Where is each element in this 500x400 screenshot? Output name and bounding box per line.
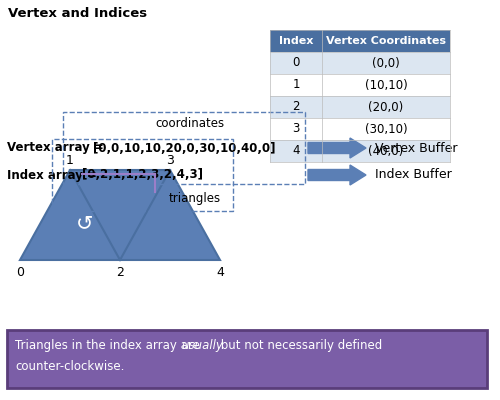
Text: 2: 2 [116, 266, 124, 280]
FancyBboxPatch shape [7, 330, 487, 388]
Text: [0,2,1,1,2,3,2,4,3]: [0,2,1,1,2,3,2,4,3] [82, 168, 203, 182]
Text: (40,0): (40,0) [368, 144, 404, 158]
Text: but not necessarily defined: but not necessarily defined [218, 340, 382, 352]
FancyBboxPatch shape [270, 96, 450, 118]
FancyBboxPatch shape [270, 118, 450, 140]
Text: (0,0): (0,0) [372, 56, 400, 70]
Text: usually: usually [182, 340, 224, 352]
Text: 0: 0 [16, 266, 24, 280]
Text: (30,10): (30,10) [364, 122, 408, 136]
Polygon shape [20, 170, 220, 260]
Text: Index array =: Index array = [7, 168, 101, 182]
FancyArrow shape [308, 165, 366, 185]
Text: Vertex Coordinates: Vertex Coordinates [326, 36, 446, 46]
Text: 0: 0 [292, 56, 300, 70]
Text: Vertex Buffer: Vertex Buffer [375, 142, 458, 154]
Text: 2: 2 [292, 100, 300, 114]
Text: 4: 4 [292, 144, 300, 158]
Text: coordinates: coordinates [156, 117, 224, 130]
FancyBboxPatch shape [270, 30, 450, 52]
Text: 3: 3 [292, 122, 300, 136]
Text: (10,10): (10,10) [364, 78, 408, 92]
Text: Index Buffer: Index Buffer [375, 168, 452, 182]
Text: (20,0): (20,0) [368, 100, 404, 114]
Text: triangles: triangles [169, 192, 221, 205]
FancyArrow shape [308, 138, 366, 158]
Text: Triangles in the index array are: Triangles in the index array are [15, 340, 204, 352]
FancyBboxPatch shape [270, 52, 450, 74]
FancyBboxPatch shape [270, 140, 450, 162]
Text: 1: 1 [66, 154, 74, 166]
Text: ↺: ↺ [76, 213, 94, 233]
Text: counter-clockwise.: counter-clockwise. [15, 360, 124, 372]
Text: Vertex and Indices: Vertex and Indices [8, 7, 147, 20]
Text: 3: 3 [166, 154, 174, 166]
Text: Vertex array =: Vertex array = [7, 142, 108, 154]
Text: [0,0,10,10,20,0,30,10,40,0]: [0,0,10,10,20,0,30,10,40,0] [93, 142, 276, 154]
Text: Index: Index [279, 36, 313, 46]
Text: 1: 1 [292, 78, 300, 92]
FancyBboxPatch shape [270, 74, 450, 96]
Text: 4: 4 [216, 266, 224, 280]
